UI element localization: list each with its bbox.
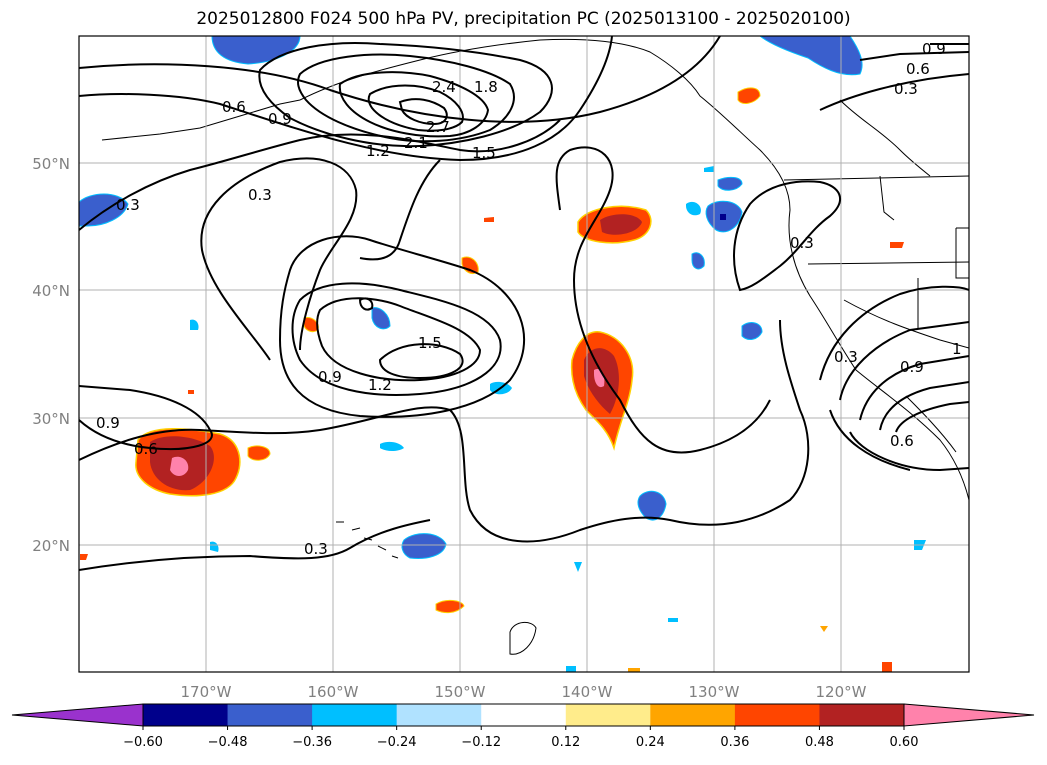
colorbar-segment (819, 704, 905, 726)
contour-label: 0.9 (96, 414, 120, 432)
colorbar-segment (734, 704, 820, 726)
colorbar-tick-label: 0.12 (551, 735, 580, 750)
lon-label: 120°W (816, 683, 867, 701)
colorbar-segment (227, 704, 313, 726)
colorbar-tick-label: 0.24 (636, 735, 665, 750)
precip-negative-anomalies (79, 36, 926, 672)
contour-label: 0.3 (790, 234, 814, 252)
lat-label: 30°N (32, 410, 70, 428)
contour-label: 0.9 (268, 110, 292, 128)
lon-label: 160°W (308, 683, 359, 701)
contour-label: 1.2 (368, 376, 392, 394)
contour-label: 1.2 (366, 142, 390, 160)
contour-label: 1.5 (418, 334, 442, 352)
colorbar-segment (396, 704, 482, 726)
contour-labels: 0.6 0.9 0.3 1.2 2.1 2.7 2.4 1.8 1.5 0.3 … (96, 40, 962, 558)
lat-label: 40°N (32, 282, 70, 300)
lon-label: 150°W (435, 683, 486, 701)
colorbar-segment (565, 704, 651, 726)
colorbar-tick-label: 0.36 (720, 735, 749, 750)
latitude-labels: 50°N 40°N 30°N 20°N (32, 155, 70, 555)
colorbar-segment (312, 704, 398, 726)
precip-positive-anomalies (80, 87, 904, 672)
contour-label: 0.3 (248, 186, 272, 204)
colorbar-extend-min (11, 703, 144, 727)
colorbar-tick-label: −0.60 (123, 735, 163, 750)
colorbar-segment (481, 704, 567, 726)
map-area: 0.6 0.9 0.3 1.2 2.1 2.7 2.4 1.8 1.5 0.3 … (79, 36, 969, 672)
pv-contours (79, 36, 969, 571)
contour-label: 2.7 (426, 118, 450, 136)
lon-label: 140°W (562, 683, 613, 701)
coastlines (101, 38, 969, 501)
lat-label: 20°N (32, 537, 70, 555)
colorbar-tick-label: −0.36 (292, 735, 332, 750)
colorbar-tick-label: −0.12 (461, 735, 501, 750)
contour-label: 0.6 (134, 440, 158, 458)
contour-label: 1.8 (474, 78, 498, 96)
contour-label: 0.3 (894, 80, 918, 98)
contour-label: 2.1 (404, 134, 428, 152)
contour-label: 0.6 (906, 60, 930, 78)
lon-label: 170°W (181, 683, 232, 701)
map-frame (78, 35, 970, 673)
contour-label: 1.5 (472, 144, 496, 162)
colorbar-border (142, 703, 905, 727)
contour-label: 2.4 (432, 78, 456, 96)
colorbar-tick-label: 0.60 (890, 735, 919, 750)
contour-label: 0.9 (318, 368, 342, 386)
colorbar-segment (650, 704, 736, 726)
colorbar-tick-label: 0.48 (805, 735, 834, 750)
longitude-labels: 170°W 160°W 150°W 140°W 130°W 120°W (181, 683, 867, 701)
contour-label: 0.3 (116, 196, 140, 214)
colorbar-tick-label: −0.48 (208, 735, 248, 750)
contour-label: 0.3 (834, 348, 858, 366)
contour-label: 0.3 (304, 540, 328, 558)
lon-label: 130°W (689, 683, 740, 701)
gridlines (79, 36, 969, 672)
colorbar-tick-label: −0.24 (377, 735, 417, 750)
contour-label: 0.6 (222, 98, 246, 116)
lat-label: 50°N (32, 155, 70, 173)
contour-label: 0.9 (900, 358, 924, 376)
contour-label: 1 (952, 340, 962, 358)
colorbar: −0.60 −0.48 −0.36 −0.24 −0.12 0.12 0.24 0.36 0.4… (11, 703, 1035, 750)
colorbar-segment (143, 704, 229, 726)
map-title: 2025012800 F024 500 hPa PV, precipitatio… (196, 9, 851, 29)
colorbar-extend-max (903, 703, 1035, 727)
contour-label: 0.9 (922, 40, 946, 58)
contour-label: 0.6 (890, 432, 914, 450)
